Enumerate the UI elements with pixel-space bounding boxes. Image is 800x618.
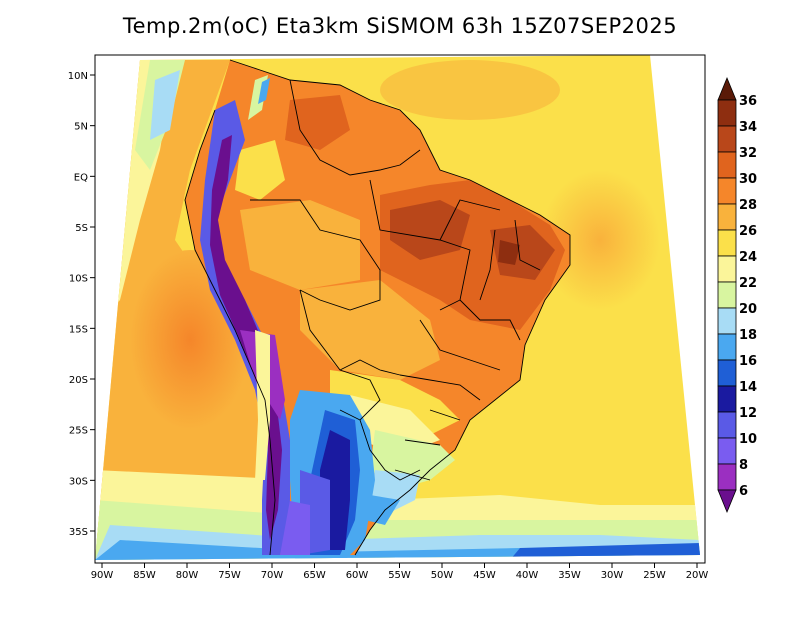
colorbar-level-label: 24 <box>739 250 757 265</box>
colorbar-segment <box>717 151 737 179</box>
lon-tick-label: 55W <box>388 570 411 581</box>
colorbar-segment <box>717 229 737 257</box>
lat-tick-label: 5N <box>74 122 88 133</box>
temperature-field <box>95 55 700 560</box>
colorbar-level-label: 32 <box>739 146 757 161</box>
colorbar-segment <box>717 99 737 127</box>
lon-tick-label: 35W <box>558 570 581 581</box>
lon-tick-label: 65W <box>303 570 326 581</box>
lon-tick-label: 40W <box>516 570 539 581</box>
lat-tick-label: 15S <box>69 324 88 335</box>
lat-tick-label: 5S <box>75 223 88 234</box>
lon-tick-label: 45W <box>473 570 496 581</box>
colorbar-segment <box>717 255 737 283</box>
lon-tick-label: 50W <box>431 570 454 581</box>
colorbar-level-label: 8 <box>739 458 748 473</box>
colorbar-level-label: 36 <box>739 94 757 109</box>
colorbar-max-arrow <box>717 76 737 101</box>
colorbar-level-label: 22 <box>739 276 757 291</box>
map-title: Temp.2m(oC) Eta3km SiSMOM 63h 15Z07SEP20… <box>122 14 678 38</box>
lat-tick-label: EQ <box>74 172 88 183</box>
lon-tick-label: 90W <box>91 570 114 581</box>
lon-tick-label: 80W <box>176 570 199 581</box>
colorbar-segment <box>717 411 737 439</box>
lon-tick-label: 60W <box>346 570 369 581</box>
latitude-axis: 10N 5N EQ 5S 10S 15S 20S 25S 30S 35S <box>68 71 95 538</box>
lat-tick-label: 35S <box>69 527 88 538</box>
colorbar-segment <box>717 307 737 335</box>
lon-tick-label: 20W <box>686 570 709 581</box>
colorbar-segment <box>717 359 737 387</box>
colorbar-segment <box>717 333 737 361</box>
colorbar-segment <box>717 385 737 413</box>
lon-tick-label: 70W <box>261 570 284 581</box>
colorbar-level-label: 6 <box>739 484 748 499</box>
colorbar-segment <box>717 203 737 231</box>
colorbar-segment <box>717 463 737 491</box>
colorbar-level-label: 26 <box>739 224 757 239</box>
longitude-axis: 90W 85W 80W 75W 70W 65W 60W 55W 50W 45W 40W 35W 30W 2… <box>91 563 709 581</box>
colorbar-level-label: 12 <box>739 406 757 421</box>
colorbar-segment <box>717 125 737 153</box>
lon-tick-label: 30W <box>601 570 624 581</box>
lat-tick-label: 25S <box>69 426 88 437</box>
lon-tick-label: 75W <box>218 570 241 581</box>
lat-tick-label: 10N <box>68 71 88 82</box>
lat-tick-label: 20S <box>69 375 88 386</box>
colorbar-min-arrow <box>717 489 737 514</box>
colorbar-segment <box>717 281 737 309</box>
colorbar-segment <box>717 437 737 465</box>
colorbar: 36 34 32 30 28 26 24 22 20 18 16 14 12 10 8 6 <box>717 76 757 514</box>
colorbar-segment <box>717 177 737 205</box>
lat-tick-label: 30S <box>69 476 88 487</box>
lon-tick-label: 85W <box>133 570 156 581</box>
colorbar-level-label: 14 <box>739 380 757 395</box>
colorbar-level-label: 34 <box>739 120 757 135</box>
lon-tick-label: 25W <box>643 570 666 581</box>
colorbar-level-label: 18 <box>739 328 757 343</box>
colorbar-level-label: 28 <box>739 198 757 213</box>
lat-tick-label: 10S <box>69 274 88 285</box>
colorbar-level-label: 16 <box>739 354 757 369</box>
colorbar-level-label: 20 <box>739 302 757 317</box>
colorbar-level-label: 10 <box>739 432 757 447</box>
country-borders <box>184 59 571 556</box>
colorbar-level-label: 30 <box>739 172 757 187</box>
